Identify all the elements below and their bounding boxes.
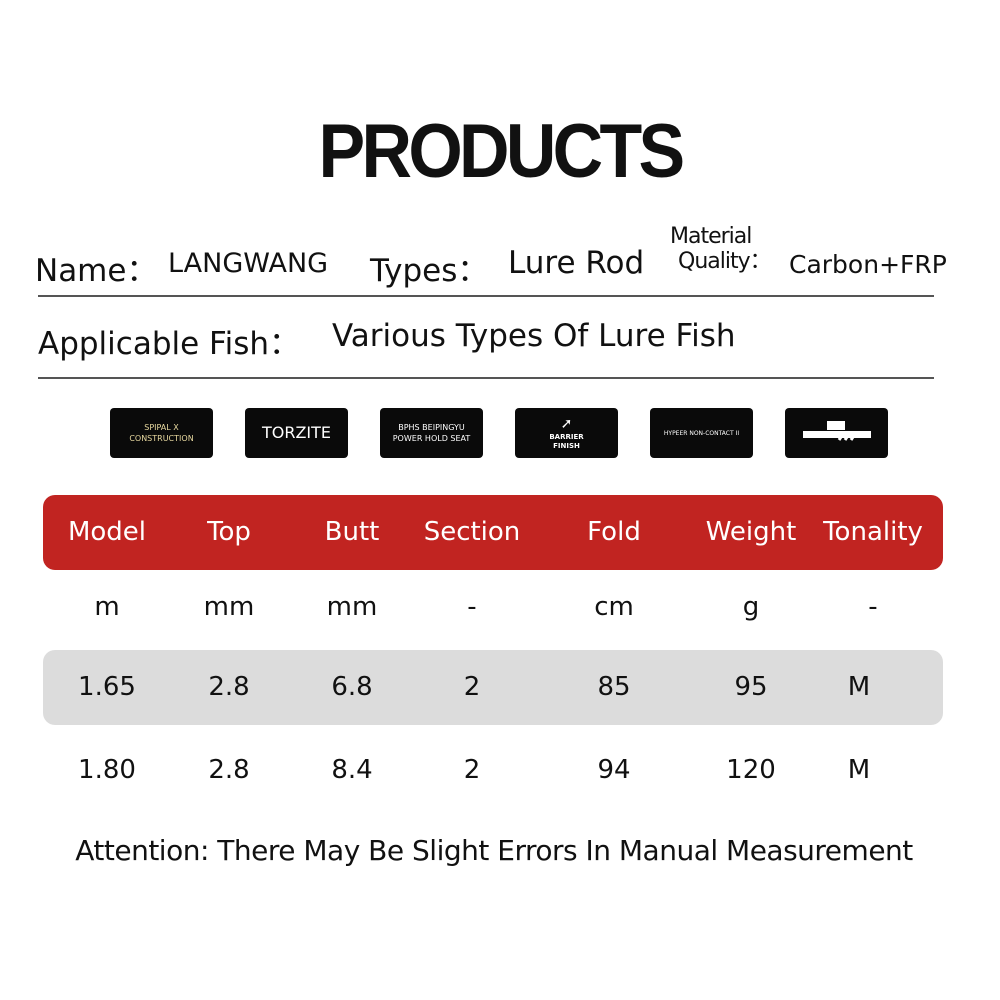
table-cell: M	[847, 672, 871, 702]
barrier-finish-icon: ➚ BARRIER FINISH	[515, 408, 618, 458]
table-cell: 6.8	[331, 672, 373, 702]
divider	[38, 295, 934, 297]
table-cell: 2	[463, 755, 481, 785]
unit-cell: -	[467, 592, 477, 622]
torzite-icon: TORZITE	[245, 408, 348, 458]
unit-cell: mm	[326, 592, 378, 622]
column-header: Tonality	[823, 517, 923, 547]
table-cell: 1.65	[78, 672, 136, 702]
fish-value: Various Types Of Lure Fish	[332, 318, 736, 354]
table-cell: 85	[597, 672, 631, 702]
column-header: Top	[207, 517, 251, 547]
table-cell: 2	[463, 672, 481, 702]
table-cell: 2.8	[208, 755, 250, 785]
page-title: PRODUCTS	[318, 109, 686, 194]
unit-cell: g	[742, 592, 760, 622]
divider	[38, 377, 934, 379]
table-cell: 120	[726, 755, 776, 785]
attention-note: Attention: There May Be Slight Errors In…	[75, 834, 913, 867]
table-cell: 2.8	[208, 672, 250, 702]
table-cell: 1.80	[78, 755, 136, 785]
table-cell: 95	[734, 672, 768, 702]
torzite-logo-text: TORZITE	[261, 423, 332, 442]
column-header: Weight	[705, 517, 797, 547]
table-cell: 8.4	[331, 755, 373, 785]
fish-label: Applicable Fish：	[38, 326, 301, 362]
column-header: Section	[423, 517, 521, 547]
name-value: LANGWANG	[168, 248, 329, 279]
reel-seat-grip-icon	[785, 408, 888, 458]
unit-cell: cm	[594, 592, 634, 622]
unit-cell: mm	[203, 592, 255, 622]
barrier-finish-logo-text: BARRIER FINISH	[549, 433, 584, 450]
units-row: m mm mm - cm g -	[43, 572, 943, 647]
table-row: 1.80 2.8 8.4 2 94 120 M	[43, 733, 943, 808]
material-label-line2: Quality：	[678, 249, 772, 274]
table-header-row: Model Top Butt Section Fold Weight Tonal…	[43, 495, 943, 570]
name-label: Name：	[35, 253, 158, 289]
material-value: Carbon+FRP	[789, 250, 947, 279]
table-row: 1.65 2.8 6.8 2 85 95 M	[43, 650, 943, 725]
types-value: Lure Rod	[508, 245, 645, 281]
table-cell: M	[847, 755, 871, 785]
column-header: Model	[67, 517, 147, 547]
hypeer-logo-text: HYPEER NON-CONTACT II	[663, 429, 740, 437]
spiral-x-icon: SPIPAL X CONSTRUCTION	[110, 408, 213, 458]
bphs-icon: BPHS BEIPINGYU POWER HOLD SEAT	[380, 408, 483, 458]
bphs-logo-text: BPHS BEIPINGYU POWER HOLD SEAT	[392, 423, 471, 443]
material-label: Material Quality：	[670, 224, 772, 274]
table-cell: 94	[597, 755, 631, 785]
spiral-x-logo-text: SPIPAL X CONSTRUCTION	[129, 423, 194, 443]
types-label: Types：	[370, 253, 489, 289]
column-header: Butt	[324, 517, 380, 547]
unit-cell: m	[94, 592, 120, 622]
unit-cell: -	[868, 592, 878, 622]
material-label-line1: Material	[670, 224, 752, 249]
column-header: Fold	[587, 517, 641, 547]
hypeer-non-contact-icon: HYPEER NON-CONTACT II	[650, 408, 753, 458]
